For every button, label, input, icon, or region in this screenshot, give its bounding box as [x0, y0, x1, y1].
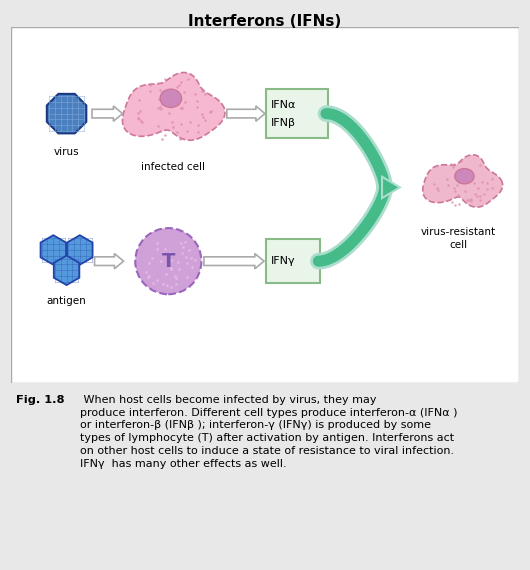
Text: When host cells become infected by virus, they may
produce interferon. Different: When host cells become infected by virus…	[80, 395, 457, 469]
FancyBboxPatch shape	[266, 89, 328, 138]
Polygon shape	[67, 235, 93, 264]
Polygon shape	[92, 106, 122, 121]
Polygon shape	[54, 255, 80, 285]
Polygon shape	[382, 177, 400, 198]
Text: T: T	[162, 252, 175, 271]
FancyBboxPatch shape	[11, 27, 519, 383]
Polygon shape	[47, 94, 86, 133]
Polygon shape	[227, 106, 265, 121]
Circle shape	[135, 228, 201, 294]
Text: IFNβ: IFNβ	[271, 118, 296, 128]
Ellipse shape	[160, 89, 182, 108]
Ellipse shape	[455, 169, 474, 184]
Polygon shape	[94, 254, 123, 269]
Text: antigen: antigen	[47, 296, 86, 306]
Polygon shape	[41, 235, 66, 264]
Text: virus: virus	[54, 146, 80, 157]
Polygon shape	[122, 72, 225, 140]
Text: infected cell: infected cell	[142, 162, 206, 172]
Polygon shape	[204, 254, 264, 269]
Text: Fig. 1.8: Fig. 1.8	[16, 395, 65, 405]
Polygon shape	[423, 155, 502, 207]
Text: virus-resistant
cell: virus-resistant cell	[421, 227, 496, 250]
Text: IFNα: IFNα	[271, 100, 296, 111]
Text: Interferons (IFNs): Interferons (IFNs)	[188, 14, 342, 29]
FancyBboxPatch shape	[266, 239, 320, 283]
Text: IFNγ: IFNγ	[271, 256, 296, 266]
